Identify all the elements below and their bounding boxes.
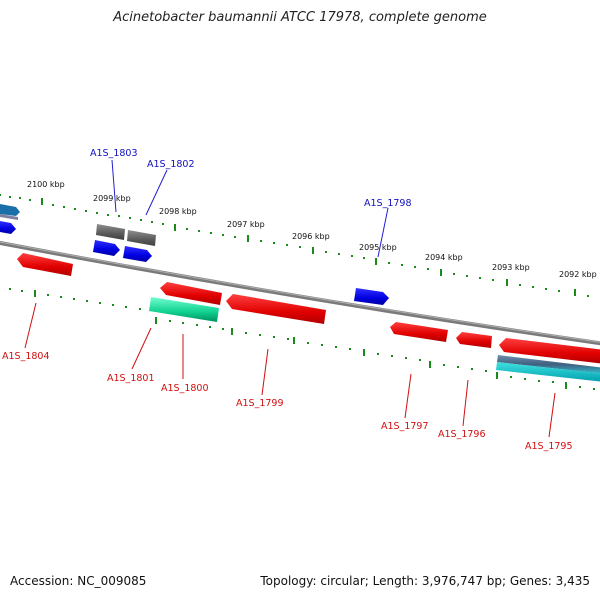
reverse-gene-labels: A1S_1804 A1S_1801 A1S_1800 A1S_1799 A1S_… xyxy=(2,351,573,452)
reverse-label-leaders xyxy=(24,302,556,438)
kbp-label: 2093 kbp xyxy=(492,263,530,272)
pseudo-gene[interactable] xyxy=(127,230,156,246)
gene-arrow-reverse[interactable] xyxy=(17,253,73,276)
rna-gene[interactable] xyxy=(149,297,219,322)
gene-arrow-forward[interactable] xyxy=(123,246,152,262)
forward-gene-labels: A1S_1803 A1S_1802 A1S_1798 xyxy=(90,148,412,209)
kbp-label: 2095 kbp xyxy=(359,243,397,252)
gene-arrow-forward[interactable] xyxy=(93,240,120,256)
gene-label-reverse[interactable]: A1S_1796 xyxy=(438,429,486,440)
forward-tick-track xyxy=(0,194,589,297)
kbp-label: 2096 kbp xyxy=(292,232,330,241)
reverse-genes xyxy=(17,253,600,382)
accession-text: Accession: NC_009085 xyxy=(10,574,147,588)
gene-arrow-reverse[interactable] xyxy=(497,355,600,374)
genome-backbone-highlight xyxy=(0,241,600,343)
forward-label-leaders xyxy=(111,159,389,258)
gene-arrow-forward[interactable] xyxy=(0,214,18,220)
gene-arrow-reverse[interactable] xyxy=(496,362,600,382)
kbp-label: 2100 kbp xyxy=(27,180,65,189)
gene-label-reverse[interactable]: A1S_1797 xyxy=(381,421,429,432)
gene-label-forward[interactable]: A1S_1802 xyxy=(147,159,195,170)
map-title: Acinetobacter baumannii ATCC 17978, comp… xyxy=(113,10,487,25)
pseudo-gene[interactable] xyxy=(96,224,125,240)
gene-arrow-reverse[interactable] xyxy=(390,322,448,342)
gene-arrow-reverse[interactable] xyxy=(226,294,326,324)
forward-genes xyxy=(0,204,389,305)
gene-label-reverse[interactable]: A1S_1804 xyxy=(2,351,50,362)
gene-label-reverse[interactable]: A1S_1800 xyxy=(161,383,209,394)
gene-arrow-forward[interactable] xyxy=(0,221,16,234)
kbp-label: 2099 kbp xyxy=(93,194,131,203)
gene-arrow-reverse[interactable] xyxy=(160,282,222,305)
gene-arrow-reverse[interactable] xyxy=(499,338,600,364)
gene-label-forward[interactable]: A1S_1798 xyxy=(364,198,412,209)
gene-label-reverse[interactable]: A1S_1799 xyxy=(236,398,284,409)
gene-arrow-reverse[interactable] xyxy=(456,332,492,348)
genome-summary-text: Topology: circular; Length: 3,976,747 bp… xyxy=(260,574,590,588)
kbp-scale-labels: 2100 kbp 2099 kbp 2098 kbp 2097 kbp 2096… xyxy=(27,180,597,279)
gene-arrow-forward[interactable] xyxy=(0,204,20,216)
kbp-label: 2094 kbp xyxy=(425,253,463,262)
kbp-label: 2092 kbp xyxy=(559,270,597,279)
kbp-label: 2097 kbp xyxy=(227,220,265,229)
gene-label-reverse[interactable]: A1S_1795 xyxy=(525,441,573,452)
gene-label-forward[interactable]: A1S_1803 xyxy=(90,148,138,159)
gene-label-reverse[interactable]: A1S_1801 xyxy=(107,373,155,384)
kbp-label: 2098 kbp xyxy=(159,207,197,216)
gene-arrow-forward[interactable] xyxy=(354,288,389,305)
reverse-tick-track xyxy=(9,288,595,390)
genome-backbone xyxy=(0,240,600,346)
